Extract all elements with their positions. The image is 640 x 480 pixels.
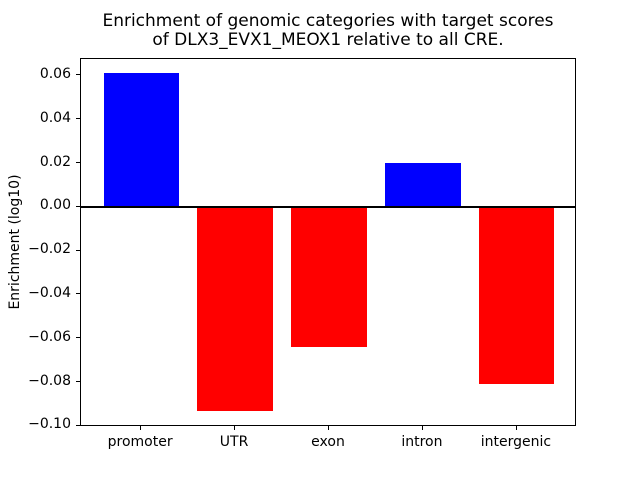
y-tick-mark: [76, 162, 80, 163]
bar-exon: [291, 206, 367, 348]
y-tick-label: −0.10: [28, 416, 71, 433]
y-tick-label: 0.02: [39, 153, 71, 170]
x-tick-mark: [516, 426, 517, 430]
y-tick-label: 0.00: [39, 197, 71, 214]
bar-intergenic: [479, 206, 555, 385]
y-tick-label: −0.06: [28, 328, 71, 345]
x-tick-mark: [140, 426, 141, 430]
y-tick-label: −0.02: [28, 241, 71, 258]
x-tick-mark: [328, 426, 329, 430]
y-tick-mark: [76, 381, 80, 382]
plot-area: [80, 58, 576, 426]
x-tick-mark: [234, 426, 235, 430]
x-tick-label-exon: exon: [311, 434, 345, 450]
y-tick-mark: [76, 206, 80, 207]
x-tick-label-intergenic: intergenic: [480, 434, 552, 450]
bar-UTR: [197, 206, 273, 411]
y-tick-mark: [76, 293, 80, 294]
x-tick-label-UTR: UTR: [219, 434, 249, 450]
bar-promoter: [103, 73, 179, 207]
chart-title-line2: of DLX3_EVX1_MEOX1 relative to all CRE.: [152, 30, 504, 50]
chart-title-line1: Enrichment of genomic categories with ta…: [102, 11, 554, 31]
y-tick-mark: [76, 425, 80, 426]
y-tick-mark: [76, 118, 80, 119]
y-tick-label: −0.04: [28, 284, 71, 301]
y-tick-label: 0.06: [39, 65, 71, 82]
chart-title: Enrichment of genomic categories with ta…: [80, 12, 576, 50]
y-tick-label: 0.04: [39, 109, 71, 126]
y-tick-mark: [76, 337, 80, 338]
x-tick-mark: [422, 426, 423, 430]
x-tick-label-promoter: promoter: [107, 434, 173, 450]
zero-line: [81, 205, 575, 208]
x-tick-label-intron: intron: [401, 434, 443, 450]
bar-intron: [385, 163, 461, 207]
y-tick-mark: [76, 250, 80, 251]
y-tick-mark: [76, 74, 80, 75]
y-tick-label: −0.08: [28, 372, 71, 389]
